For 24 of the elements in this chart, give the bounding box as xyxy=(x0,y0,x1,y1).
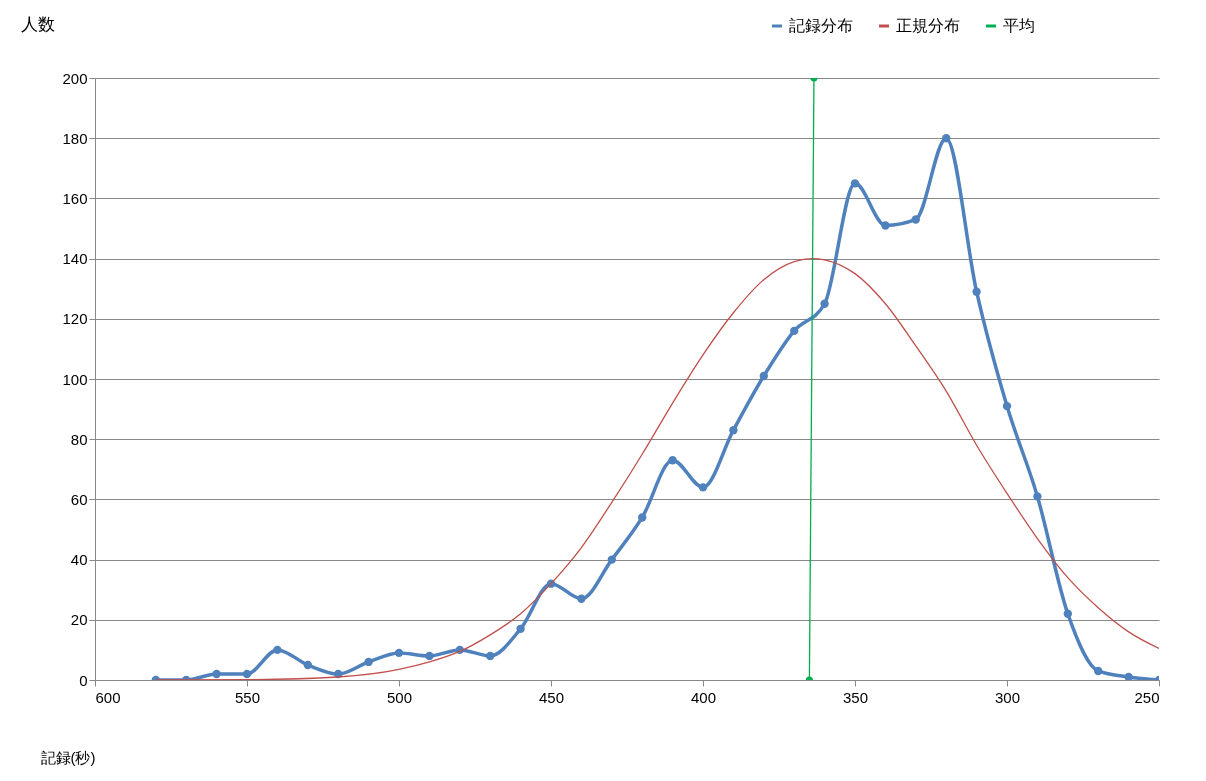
legend-label: 平均 xyxy=(1003,17,1035,34)
legend-label: 正規分布 xyxy=(896,17,960,34)
x-tick-label: 250 xyxy=(1134,688,1160,706)
y-tick-label: 180 xyxy=(62,129,88,147)
y-tick-label: 120 xyxy=(62,310,88,328)
y-tick-label: 80 xyxy=(70,430,88,448)
x-tick-label: 550 xyxy=(234,688,261,706)
x-axis-title: 記録(秒) xyxy=(40,748,96,766)
y-tick-label: 200 xyxy=(62,69,88,87)
x-tick-label: 300 xyxy=(994,688,1021,706)
x-tick-label: 500 xyxy=(386,688,413,706)
legend-label: 記録分布 xyxy=(789,17,853,34)
x-tick-label: 450 xyxy=(538,688,565,706)
x-tick-label: 600 xyxy=(95,688,121,706)
y-tick-label: 140 xyxy=(62,250,88,268)
y-tick-label: 0 xyxy=(79,671,88,689)
y-axis-title: 人数 xyxy=(20,14,55,34)
y-tick-label: 20 xyxy=(70,611,88,629)
y-tick-label: 60 xyxy=(70,490,88,508)
y-tick-label: 160 xyxy=(62,189,88,207)
x-tick-label: 350 xyxy=(842,688,869,706)
y-tick-label: 100 xyxy=(62,370,88,388)
x-tick-label: 400 xyxy=(690,688,717,706)
y-tick-label: 40 xyxy=(70,551,88,569)
